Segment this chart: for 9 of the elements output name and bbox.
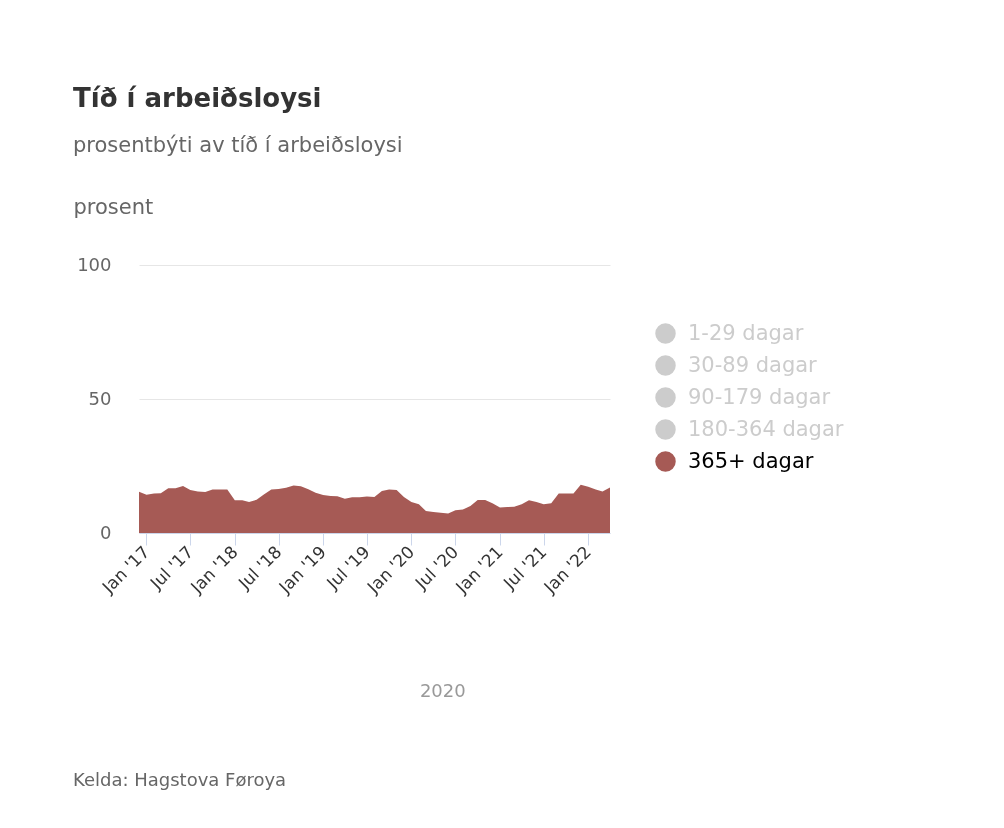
y-tick-label: 100 [77,253,112,275]
y-tick-label: 0 [100,521,112,543]
text: Kelda: Hagstova Føroya [73,769,287,790]
chart-subtitle: prosentbýti av tíð í arbeiðsloysi [73,133,403,157]
chart-title: Tíð í arbeiðsloysi [73,83,322,113]
y-axis-title: prosent [73,194,154,219]
y-tick-label: 50 [88,387,112,409]
text: 2020 [419,680,466,701]
legend-label: 365+ dagar [688,448,814,473]
